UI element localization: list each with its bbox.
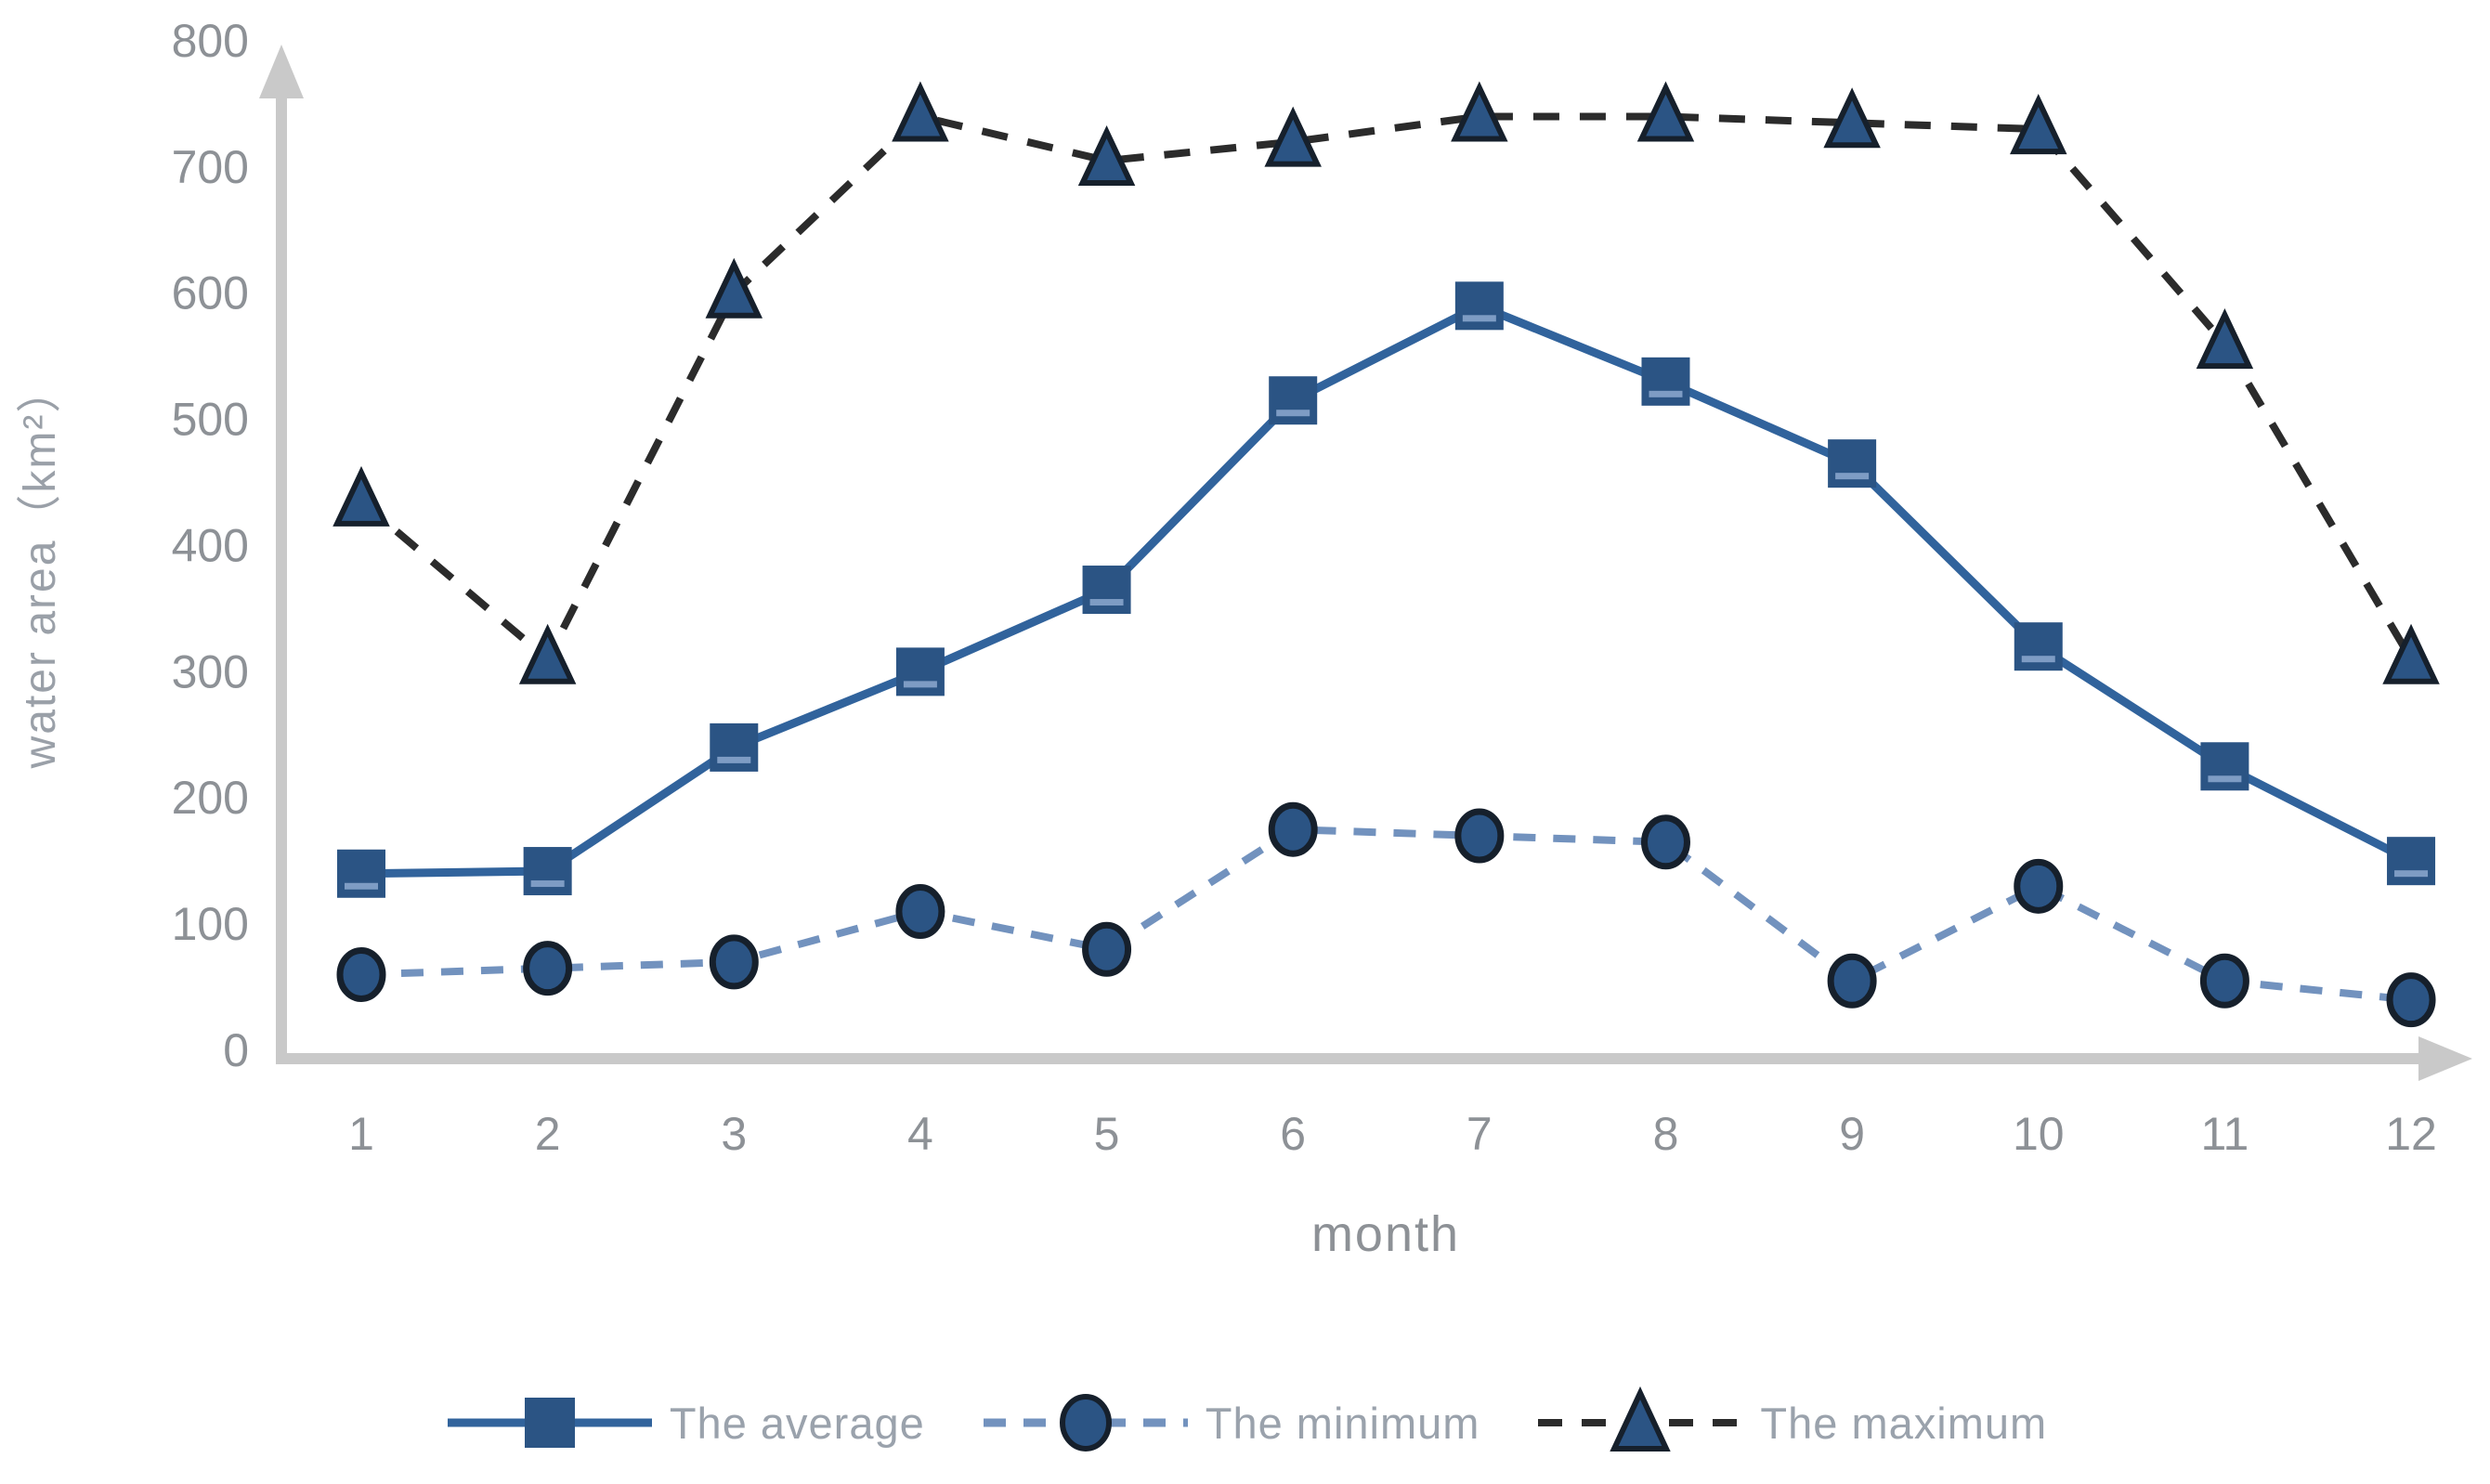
y-tick-label: 0: [223, 1024, 249, 1076]
series-the-minimum: [336, 801, 2436, 1028]
x-tick-label: 6: [1280, 1108, 1306, 1160]
maximum-series-swatch-icon: [1538, 1386, 1743, 1451]
the-minimum-marker: [2199, 953, 2249, 1009]
legend-item-minimum: The minimum: [979, 1386, 1480, 1460]
the-maximum-marker: [2382, 623, 2440, 684]
the-average-marker: [337, 849, 385, 898]
the-maximum-marker: [332, 465, 390, 527]
the-maximum-marker: [2196, 308, 2254, 370]
the-average-marker: [2200, 742, 2249, 791]
the-maximum-marker: [2010, 94, 2067, 155]
the-minimum-marker: [1268, 801, 1318, 857]
x-tick-label: 10: [2013, 1108, 2065, 1160]
the-average-marker: [710, 722, 759, 772]
legend-item-average: The average: [443, 1386, 925, 1460]
x-axis-arrow-icon: [2418, 1036, 2472, 1081]
y-tick-label: 600: [172, 267, 249, 319]
the-average-marker: [523, 847, 572, 896]
the-average-marker: [1082, 566, 1131, 615]
the-minimum-marker: [1640, 814, 1690, 870]
the-average-marker-highlight: [530, 880, 565, 888]
the-average-marker-highlight: [903, 681, 937, 688]
average-series-swatch-icon: [447, 1398, 652, 1448]
the-average-marker: [895, 647, 945, 696]
the-average-marker: [1828, 439, 1877, 488]
the-maximum-marker: [1264, 106, 1322, 167]
the-maximum-marker: [892, 81, 949, 142]
the-average-marker-highlight: [2208, 775, 2242, 783]
the-maximum-marker: [1636, 81, 1695, 142]
the-minimum-line: [360, 826, 2412, 1004]
the-average-marker-highlight: [1835, 473, 1870, 480]
the-minimum-marker: [523, 941, 573, 996]
x-tick-label: 5: [1094, 1108, 1120, 1160]
x-tick-label: 11: [2200, 1108, 2249, 1160]
x-axis-tick-labels: 1 2 3 4 5 6 7 8 9 10 11 12: [348, 1108, 2437, 1160]
the-average-marker: [2387, 837, 2436, 886]
the-average-marker-highlight: [2394, 870, 2429, 878]
the-maximum-marker: [1823, 87, 1881, 149]
x-tick-label: 7: [1467, 1108, 1493, 1160]
x-tick-label: 3: [721, 1108, 747, 1160]
the-average-marker-highlight: [2021, 656, 2055, 663]
the-maximum-marker: [1077, 125, 1136, 187]
the-average-marker-highlight: [345, 882, 378, 890]
minimum-series-swatch-icon: [983, 1394, 1188, 1451]
x-axis-title: month: [1310, 1206, 1461, 1262]
the-average-marker-highlight: [1462, 315, 1496, 322]
y-tick-label: 100: [172, 898, 249, 950]
the-minimum-marker: [336, 946, 386, 1002]
x-tick-label: 4: [907, 1108, 933, 1160]
the-minimum-marker: [1827, 953, 1877, 1009]
the-minimum-marker: [895, 884, 945, 940]
series-the-average: [337, 281, 2436, 898]
the-average-marker: [2014, 622, 2063, 671]
x-tick-label: 12: [2385, 1108, 2437, 1160]
y-tick-label: 500: [172, 394, 249, 446]
the-minimum-marker: [1082, 921, 1132, 977]
the-average-line: [360, 301, 2414, 879]
y-axis-tick-labels: 0 100 200 300 400 500 600 700 800: [172, 15, 249, 1076]
x-tick-label: 9: [1839, 1108, 1865, 1160]
series-the-maximum: [332, 81, 2440, 684]
x-tick-label: 8: [1653, 1108, 1679, 1160]
the-minimum-marker: [1454, 808, 1505, 864]
legend-label-maximum: The maximum: [1760, 1398, 2048, 1448]
y-tick-label: 300: [172, 645, 249, 697]
legend-item-maximum: The maximum: [1533, 1386, 2047, 1460]
the-maximum-marker: [705, 257, 763, 319]
the-average-marker-highlight: [1649, 390, 1683, 397]
y-tick-label: 200: [172, 772, 249, 824]
the-average-marker-highlight: [717, 756, 751, 763]
x-tick-label: 2: [535, 1108, 561, 1160]
the-average-marker: [1454, 281, 1504, 331]
the-average-marker-highlight: [1089, 599, 1124, 606]
legend-label-average: The average: [669, 1398, 925, 1448]
y-axis-title: water area（km²）: [16, 366, 65, 769]
legend-label-minimum: The minimum: [1205, 1398, 1480, 1448]
the-minimum-marker: [2014, 858, 2064, 914]
the-average-marker: [1641, 357, 1690, 406]
y-axis-arrow-icon: [259, 45, 304, 98]
the-minimum-marker: [709, 934, 759, 990]
chart-legend: The average The minimum The maximum: [0, 1386, 2490, 1460]
the-maximum-marker: [1451, 81, 1508, 142]
the-maximum-line: [359, 112, 2415, 666]
y-tick-label: 400: [172, 519, 249, 571]
the-average-marker-highlight: [1276, 410, 1310, 417]
the-average-marker: [1269, 376, 1318, 425]
the-maximum-marker: [518, 623, 577, 684]
x-tick-label: 1: [348, 1108, 374, 1160]
y-tick-label: 800: [172, 15, 249, 67]
y-tick-label: 700: [172, 141, 249, 193]
the-minimum-marker: [2386, 972, 2436, 1028]
